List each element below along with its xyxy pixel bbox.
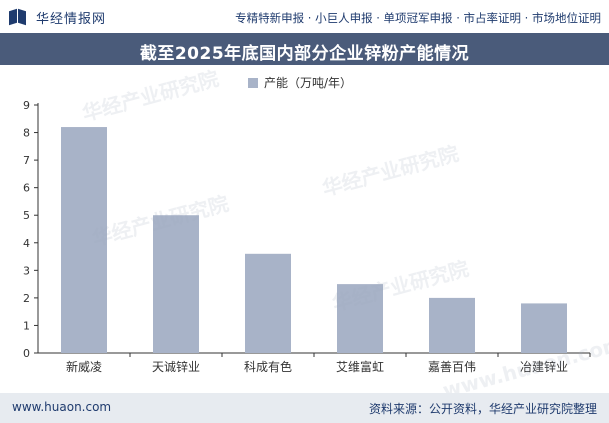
x-tick-label: 冶建锌业	[520, 360, 568, 374]
top-bar: 华经情报网 专精特新申报 · 小巨人申报 · 单项冠军申报 · 市占率证明 · …	[0, 0, 609, 33]
x-tick-label: 嘉善百伟	[428, 359, 476, 374]
chart-title: 截至2025年底国内部分企业锌粉产能情况	[139, 44, 470, 64]
x-tick-label: 艾维富虹	[336, 359, 384, 374]
x-tick-label: 科成有色	[244, 360, 292, 374]
y-tick-label: 6	[23, 182, 30, 195]
legend-label: 产能（万吨/年）	[264, 76, 352, 90]
bar	[521, 303, 567, 353]
logo-icon	[8, 8, 30, 26]
y-tick-label: 8	[23, 127, 30, 140]
y-tick-label: 1	[23, 319, 30, 332]
footer: www.huaon.com 资料来源：公开资料，华经产业研究院整理	[0, 393, 609, 423]
y-tick-label: 2	[23, 292, 30, 305]
bar	[429, 297, 475, 353]
y-tick-label: 5	[23, 209, 30, 222]
y-tick-label: 0	[23, 347, 30, 360]
header-tagline: 专精特新申报 · 小巨人申报 · 单项冠军申报 · 市占率证明 · 市场地位证明	[235, 11, 601, 25]
y-tick-label: 3	[23, 264, 30, 277]
title-bar: 截至2025年底国内部分企业锌粉产能情况	[0, 33, 609, 65]
bar	[61, 127, 107, 353]
x-tick-label: 新威凌	[66, 359, 102, 374]
logo-text: 华经情报网	[36, 11, 107, 27]
y-tick-label: 4	[23, 237, 30, 250]
bar-chart: 产能（万吨/年） 0 1 2 3 4 5 6 7 8 9 新威凌 天诚锌业 科成有色 艾维富虹 嘉善百伟 冶建锌…	[23, 76, 591, 374]
legend-swatch	[248, 78, 258, 88]
y-tick-label: 9	[23, 99, 30, 112]
x-tick-label: 天诚锌业	[152, 360, 200, 374]
footer-source: 资料来源：公开资料，华经产业研究院整理	[368, 402, 597, 416]
bar	[245, 253, 291, 353]
logo[interactable]: 华经情报网	[8, 8, 107, 27]
bar	[337, 284, 383, 353]
bar	[153, 215, 199, 353]
footer-url[interactable]: www.huaon.com	[12, 400, 112, 414]
y-tick-label: 7	[23, 154, 30, 167]
